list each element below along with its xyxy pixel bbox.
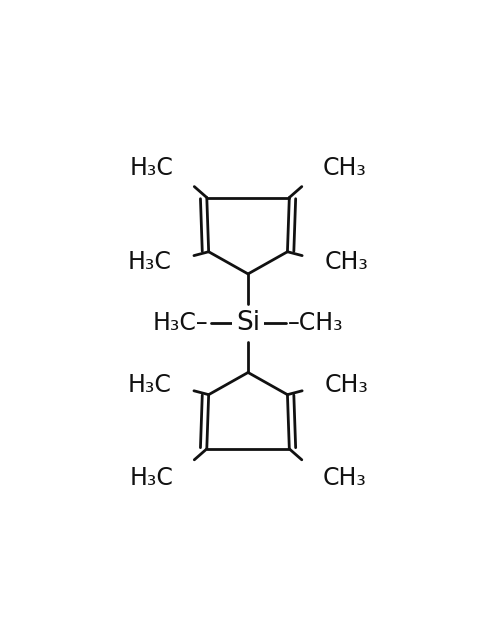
Text: CH₃: CH₃	[325, 372, 369, 397]
Text: H₃C: H₃C	[127, 372, 171, 397]
Text: H₃C: H₃C	[129, 156, 173, 180]
Text: CH₃: CH₃	[323, 156, 367, 180]
Text: –CH₃: –CH₃	[287, 311, 343, 335]
Text: H₃C: H₃C	[127, 250, 171, 273]
Text: Si: Si	[236, 310, 260, 336]
Text: H₃C–: H₃C–	[153, 311, 209, 335]
Text: CH₃: CH₃	[325, 250, 369, 273]
Text: H₃C: H₃C	[129, 467, 173, 490]
Text: CH₃: CH₃	[323, 467, 367, 490]
